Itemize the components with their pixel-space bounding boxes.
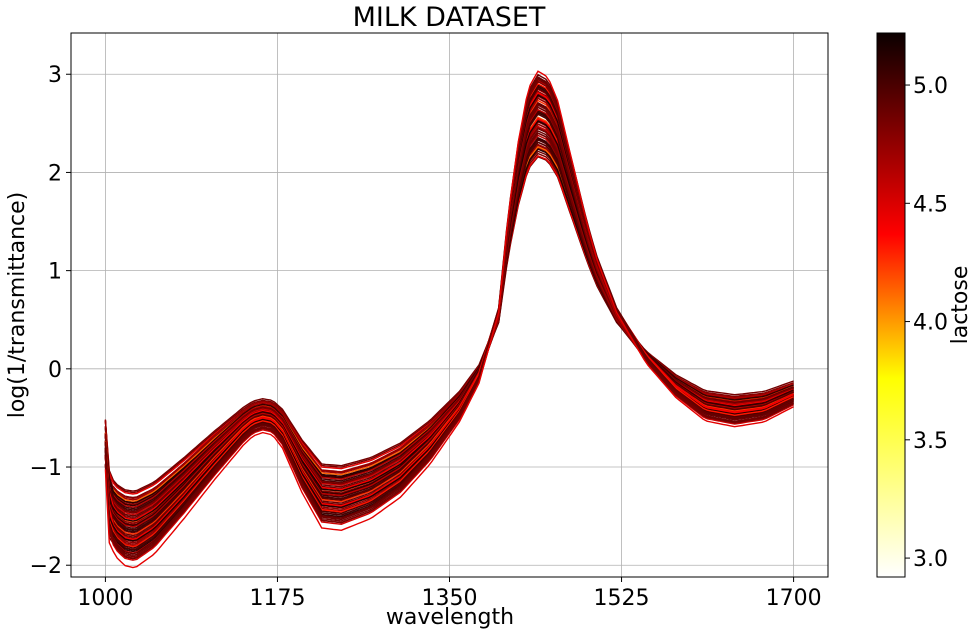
- spectrum-line: [104, 141, 794, 500]
- spectrum-line: [104, 91, 794, 541]
- series-group: [104, 70, 794, 569]
- y-tick-label: 0: [48, 358, 62, 383]
- x-tick-label: 1350: [422, 586, 478, 611]
- colorbar-tick-label: 4.5: [913, 192, 948, 217]
- chart-title: MILK DATASET: [353, 2, 546, 33]
- colorbar-ticks: 3.0 3.5 4.0 4.5 5.0: [905, 74, 948, 572]
- y-axis: −2 −1 0 1 2 3: [30, 63, 71, 579]
- spectrum-line: [104, 78, 794, 558]
- spectrum-line: [104, 150, 794, 492]
- x-tick-label: 1525: [594, 586, 650, 611]
- spectrum-line: [104, 70, 794, 569]
- y-tick-label: 1: [48, 260, 62, 285]
- spectrum-line: [104, 82, 794, 548]
- spectrum-line: [104, 106, 794, 527]
- spectrum-line: [104, 132, 794, 507]
- colorbar-tick-label: 3.0: [913, 547, 948, 572]
- y-tick-label: −2: [30, 554, 62, 579]
- y-tick-label: −1: [30, 456, 62, 481]
- y-tick-label: 2: [48, 161, 62, 186]
- spectrum-line: [104, 97, 794, 534]
- x-axis: 1000 1175 1350 1525 1700: [77, 577, 822, 611]
- colorbar-label: lactose: [948, 266, 973, 345]
- y-tick-label: 3: [48, 63, 62, 88]
- colorbar: [876, 32, 906, 578]
- x-tick-label: 1700: [766, 586, 822, 611]
- colorbar-tick-label: 4.0: [913, 311, 948, 336]
- y-axis-label: log(1/transmittance): [5, 192, 30, 419]
- spectrum-line: [104, 73, 794, 555]
- spectrum-line: [104, 126, 794, 514]
- grid: [71, 33, 828, 577]
- spectrum-line: [104, 76, 794, 557]
- colorbar-tick-label: 3.5: [913, 429, 948, 454]
- spectrum-line: [104, 80, 794, 559]
- x-axis-label: wavelength: [386, 605, 514, 630]
- x-tick-label: 1000: [77, 586, 133, 611]
- colorbar-tick-label: 5.0: [913, 74, 948, 99]
- x-tick-label: 1175: [249, 586, 305, 611]
